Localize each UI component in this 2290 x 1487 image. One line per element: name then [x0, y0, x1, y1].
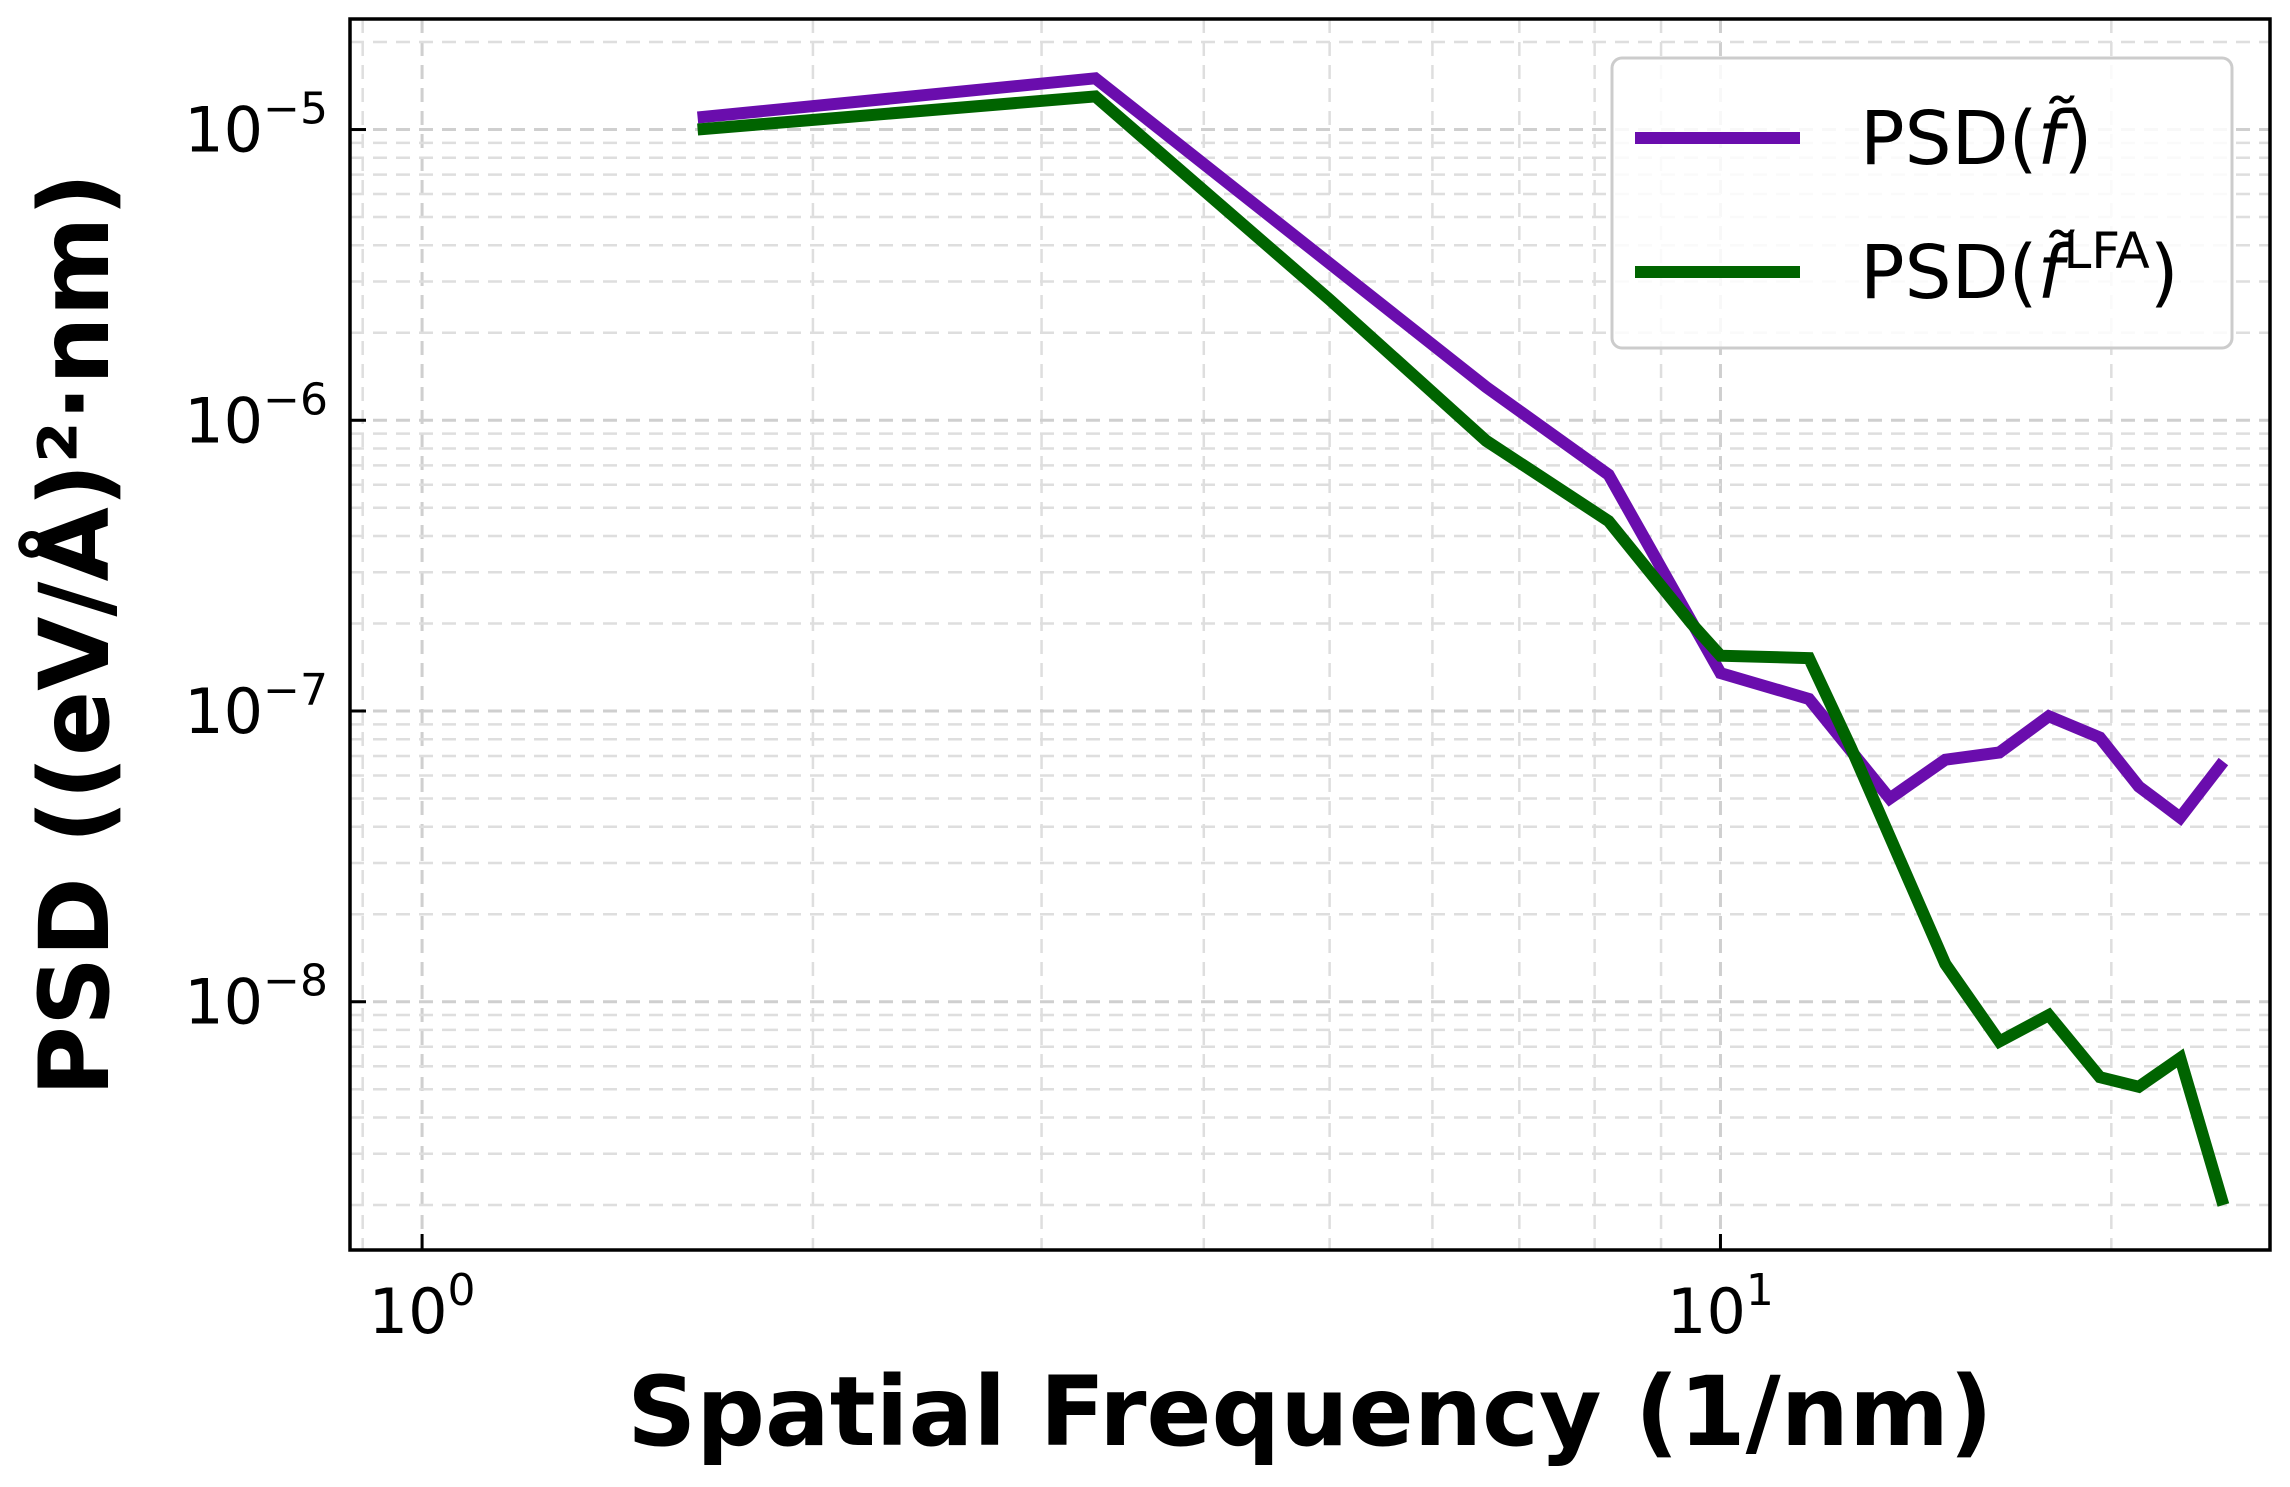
x-tick-label: 101 [1667, 1265, 1774, 1348]
series-line-2 [697, 90, 2230, 1207]
legend: PSD(f̃) PSD(f̃LFA) [1610, 56, 2234, 350]
series-layer [697, 72, 2230, 1207]
y-tick-label: 10−8 [184, 956, 328, 1039]
plot-frame [348, 17, 2272, 1252]
y-tick-label: 10−6 [184, 374, 328, 457]
y-tick-label: 10−5 [184, 84, 328, 167]
x-axis-title: Spatial Frequency (1/nm) [627, 1356, 1993, 1468]
y-axis-title: PSD ((eV/Å)²·nm) [18, 173, 131, 1097]
series-line-1 [697, 72, 2229, 826]
legend-label-2: PSD(f̃LFA) [1860, 222, 2179, 316]
legend-label-1: PSD(f̃) [1860, 96, 2092, 182]
ticks [350, 128, 1722, 1250]
tick-labels: 100 101 10−8 10−7 10−6 10−5 [184, 84, 1774, 1348]
x-tick-label: 100 [369, 1265, 476, 1348]
y-tick-label: 10−7 [184, 665, 328, 748]
